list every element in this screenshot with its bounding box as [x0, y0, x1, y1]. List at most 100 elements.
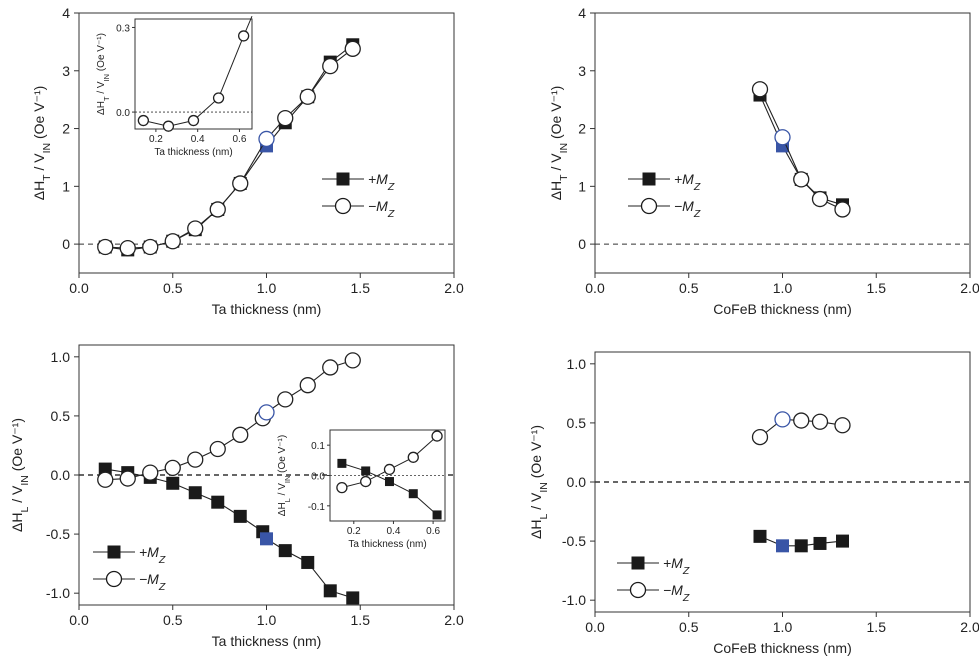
- x-axis-label: CoFeB thickness (nm): [713, 640, 851, 656]
- data-point: [301, 555, 315, 569]
- data-point: [344, 352, 361, 369]
- data-point: [166, 476, 180, 490]
- data-point: [97, 471, 114, 488]
- data-point: [142, 464, 159, 481]
- y-tick-label: 2: [578, 121, 586, 137]
- data-point: [774, 129, 791, 146]
- data-point: [211, 495, 225, 509]
- y-tick-label: 4: [62, 5, 70, 21]
- inset-data-point: [336, 481, 348, 494]
- inset-x-tick-label: 0.6: [426, 526, 440, 537]
- data-point: [346, 591, 360, 605]
- x-tick-label: 1.5: [867, 619, 887, 635]
- legend: +MZ −MZ: [322, 171, 395, 220]
- data-point: [119, 470, 136, 487]
- y-axis-label: ΔHL / VIN (Oe V⁻¹): [528, 425, 550, 539]
- inset-y-tick-label: 0.3: [116, 23, 130, 34]
- inset-data-point: [383, 463, 396, 476]
- data-point: [811, 190, 829, 208]
- legend-label: +MZ: [139, 544, 166, 566]
- inset-y-axis-label: ΔHT / VIN (Oe V⁻¹): [96, 33, 111, 115]
- inset-data-point: [137, 114, 150, 127]
- inset-data-point: [407, 451, 419, 463]
- data-point: [278, 544, 292, 558]
- inset-data-point: [212, 92, 225, 104]
- y-tick-label: 0.5: [51, 408, 71, 424]
- data-point: [277, 391, 294, 408]
- data-point: [187, 220, 204, 237]
- y-axis-label: ΔHT / VIN (Oe V⁻¹): [31, 86, 53, 201]
- inset-y-tick-label: 0.0: [116, 108, 130, 119]
- x-tick-label: 1.0: [773, 619, 793, 635]
- inset-frame: [134, 18, 253, 130]
- y-tick-label: -0.5: [562, 533, 586, 549]
- series-line-minus-mz: [105, 359, 353, 481]
- inset-y-tick-label: 0.1: [311, 441, 325, 452]
- data-point: [209, 201, 226, 218]
- legend-marker: [631, 556, 645, 570]
- y-tick-label: 1: [62, 178, 70, 194]
- legend-marker: [640, 197, 658, 215]
- data-point: [97, 238, 114, 256]
- y-tick-label: 1.0: [51, 349, 71, 365]
- inset-x-axis-label: Ta thickness (nm): [154, 147, 232, 158]
- x-axis-label: Ta thickness (nm): [212, 301, 322, 317]
- legend-marker: [336, 172, 350, 186]
- chart-panel-d: 0.0 0.5 1.0 1.5 2.0 1.0 0.5 0.0 -0.5 -1.0 CoFeB th…: [528, 351, 979, 656]
- data-point: [793, 171, 810, 188]
- y-tick-label: 0: [62, 236, 70, 252]
- x-tick-label: 0.5: [679, 280, 699, 296]
- x-tick-label: 2.0: [960, 280, 979, 296]
- x-tick-label: 0.0: [69, 280, 89, 296]
- data-point: [793, 412, 810, 429]
- inset-data-point: [360, 475, 372, 488]
- data-point: [260, 532, 273, 546]
- data-point: [322, 359, 339, 376]
- x-tick-label: 2.0: [444, 612, 464, 628]
- y-axis-label: ΔHL / VIN (Oe V⁻¹): [9, 418, 31, 532]
- x-tick-label: 0.5: [163, 612, 183, 628]
- inset-x-axis-label: Ta thickness (nm): [348, 539, 426, 550]
- legend-label: −MZ: [139, 571, 166, 593]
- data-point: [187, 451, 204, 468]
- data-point: [299, 377, 316, 394]
- inset-x-tick-label: 0.6: [233, 134, 247, 145]
- legend-marker: [334, 197, 352, 215]
- y-tick-label: 0: [578, 236, 586, 252]
- legend: +MZ −MZ: [93, 544, 166, 593]
- legend: +MZ −MZ: [628, 171, 701, 220]
- x-tick-label: 1.0: [773, 280, 793, 296]
- data-point: [322, 58, 339, 75]
- data-point: [753, 529, 767, 543]
- x-tick-label: 0.0: [69, 612, 89, 628]
- inset-x-tick-label: 0.4: [191, 134, 205, 145]
- x-tick-label: 1.5: [351, 612, 371, 628]
- y-tick-label: 4: [578, 5, 586, 21]
- chart-panel-a: 0.0 0.5 1.0 1.5 2.0 0 1 2 3 4 Ta thickness (nm) ΔHT…: [31, 5, 464, 317]
- data-point: [258, 404, 275, 421]
- data-point: [776, 539, 789, 553]
- inset-x-tick-label: 0.2: [347, 526, 361, 537]
- legend-label: −MZ: [663, 582, 690, 604]
- x-tick-label: 1.5: [351, 280, 371, 296]
- legend-label: −MZ: [674, 198, 701, 220]
- y-tick-label: 0.5: [567, 415, 587, 431]
- data-point: [258, 130, 275, 148]
- y-tick-label: 1: [578, 178, 586, 194]
- y-tick-label: 2: [62, 121, 70, 137]
- y-tick-label: 0.0: [567, 474, 587, 490]
- x-axis-label: CoFeB thickness (nm): [713, 301, 851, 317]
- inset-data-point: [432, 510, 442, 520]
- inset-data-point: [337, 458, 347, 468]
- x-tick-label: 0.5: [163, 280, 183, 296]
- inset-chart: 0.2 0.4 0.6 0.1 0.0 -0.1 Ta thickness (nm) ΔHL …: [277, 429, 446, 550]
- data-point: [323, 584, 337, 598]
- data-point: [751, 428, 769, 446]
- chart-panel-b: 0.0 0.5 1.0 1.5 2.0 0 1 2 3 4 CoFeB thickness (nm)…: [548, 5, 979, 317]
- inset-x-tick-label: 0.4: [386, 526, 400, 537]
- x-tick-label: 1.0: [257, 612, 277, 628]
- data-point: [344, 40, 361, 57]
- legend-marker: [642, 172, 656, 186]
- data-point: [142, 238, 159, 256]
- x-tick-label: 1.0: [257, 280, 277, 296]
